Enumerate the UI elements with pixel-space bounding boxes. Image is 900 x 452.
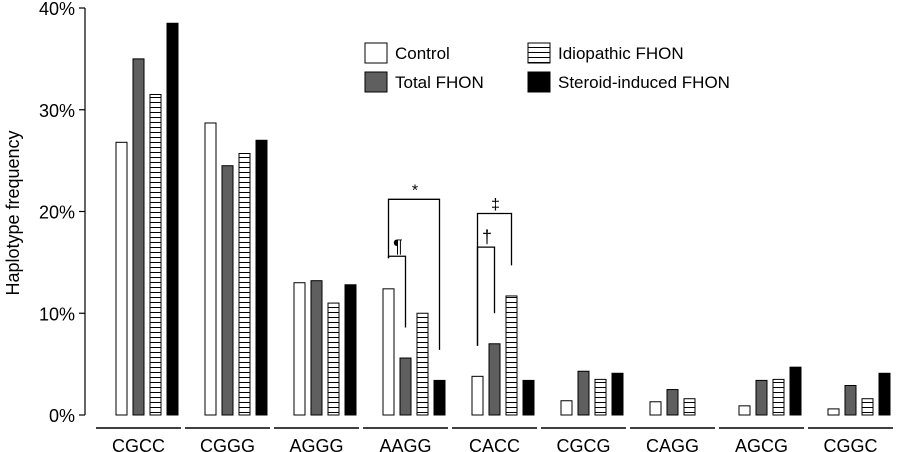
legend: Control Total FHON Idiopathic FHON Steroid-… — [364, 42, 730, 93]
bar-cgcc-idiopathic-fhon — [149, 93, 162, 416]
bars-group — [115, 22, 891, 416]
y-tick-label: 0% — [49, 406, 75, 426]
bar-cacc-control — [471, 375, 484, 416]
y-tick-label: 40% — [39, 0, 75, 19]
bar-cgcg-idiopathic-fhon — [594, 378, 607, 416]
bar-cggg-control — [204, 122, 217, 416]
bar-cgcc-control — [115, 141, 128, 416]
x-tick-label: CAGG — [646, 436, 699, 452]
x-tick-label: CACC — [469, 436, 520, 452]
bar-cggc-total-fhon — [844, 384, 857, 416]
bar-cacc-steroid-induced-fhon — [522, 379, 535, 416]
legend-swatch-hatched — [527, 42, 551, 64]
bar-aggg-control — [293, 282, 306, 416]
significance-symbol: ‡ — [491, 197, 500, 214]
bar-cagg-total-fhon — [666, 389, 679, 416]
legend-label: Idiopathic FHON — [558, 44, 684, 63]
y-tick-label: 30% — [39, 101, 75, 121]
y-tick-label: 20% — [39, 203, 75, 223]
bar-agcg-idiopathic-fhon — [772, 378, 785, 416]
x-tick-label: CGCG — [557, 436, 611, 452]
bar-aagg-steroid-induced-fhon — [433, 379, 446, 416]
bar-aggg-steroid-induced-fhon — [344, 284, 357, 416]
bar-cagg-control — [649, 401, 662, 416]
bar-agcg-control — [738, 405, 751, 416]
bar-cggc-control — [827, 408, 840, 416]
legend-swatch-black — [527, 71, 551, 93]
significance-bracket — [387, 255, 407, 328]
bar-agcg-total-fhon — [755, 379, 768, 416]
bar-aagg-idiopathic-fhon — [416, 312, 429, 416]
axes: 0% 10% 20% 30% 40% CGCC CGGG AGGG AAGG CACC CGCG CA… — [39, 0, 893, 452]
bar-cggg-idiopathic-fhon — [238, 153, 251, 416]
significance-symbol: * — [412, 182, 418, 199]
legend-swatch-white — [364, 42, 388, 64]
x-tick-label: CGGC — [824, 436, 878, 452]
x-tick-label: AGCG — [735, 436, 788, 452]
legend-label: Total FHON — [395, 73, 484, 92]
x-tick-label: CGGG — [200, 436, 255, 452]
y-tick-label: 10% — [39, 304, 75, 324]
bar-cacc-idiopathic-fhon — [505, 295, 518, 416]
significance-annotations: * ¶ ‡ † — [387, 182, 513, 350]
bar-aagg-control — [382, 288, 395, 416]
significance-symbol: ¶ — [393, 236, 403, 256]
bar-cgcc-total-fhon — [132, 58, 145, 416]
bar-cggc-steroid-induced-fhon — [878, 372, 891, 416]
bar-agcg-steroid-induced-fhon — [789, 366, 802, 416]
bar-cacc-total-fhon — [488, 343, 501, 416]
bar-aagg-total-fhon — [399, 357, 412, 416]
bar-aggg-idiopathic-fhon — [327, 302, 340, 416]
legend-label: Control — [395, 44, 450, 63]
bar-cgcg-total-fhon — [577, 370, 590, 416]
x-tick-label: CGCC — [112, 436, 165, 452]
legend-label: Steroid-induced FHON — [558, 73, 730, 92]
bar-cagg-idiopathic-fhon — [683, 398, 696, 416]
significance-bracket — [476, 246, 496, 346]
bar-cgcg-steroid-induced-fhon — [611, 372, 624, 416]
significance-symbol: † — [482, 227, 492, 247]
bar-aggg-total-fhon — [310, 280, 323, 416]
significance-bracket — [387, 198, 441, 350]
x-tick-label: AGGG — [289, 436, 343, 452]
bar-cgcg-control — [560, 400, 573, 416]
bar-cgcc-steroid-induced-fhon — [166, 22, 179, 416]
y-axis-label: Haplotype frequency — [3, 130, 23, 295]
bar-cggg-total-fhon — [221, 165, 234, 416]
bar-cggg-steroid-induced-fhon — [255, 139, 268, 416]
x-tick-label: AAGG — [379, 436, 431, 452]
bar-cggc-idiopathic-fhon — [861, 398, 874, 416]
legend-swatch-gray — [364, 71, 388, 93]
